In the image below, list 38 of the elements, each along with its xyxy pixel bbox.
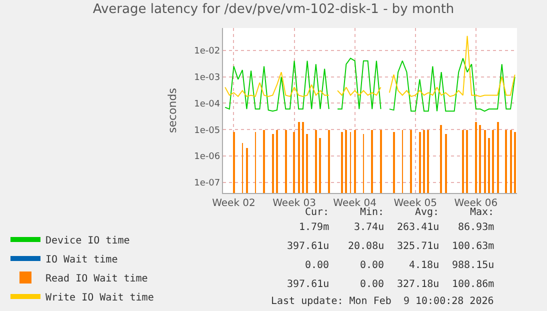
- text: 100.63m: [452, 241, 494, 252]
- text: 397.61u: [287, 241, 330, 252]
- text: 397.61u: [287, 279, 330, 290]
- text: 0.00: [360, 260, 384, 271]
- x-tick-label: Week 05: [394, 198, 438, 209]
- text: 327.18u: [397, 279, 440, 290]
- legend-label: IO Wait time: [45, 254, 118, 266]
- text: 4.18u: [409, 260, 440, 271]
- x-tick-label: Week 02: [212, 198, 256, 209]
- y-tick-label: 1e-03: [194, 72, 220, 83]
- legend-label: Device IO time: [45, 235, 130, 246]
- chart-title: Average latency for /dev/pve/vm-102-disk-1 - by month: [92, 2, 454, 18]
- text: Avg:: [415, 207, 440, 218]
- text: 0.00: [360, 279, 384, 290]
- text: 988.15u: [452, 260, 494, 271]
- y-tick-label: 1e-06: [194, 152, 220, 162]
- y-tick-label: 1e-02: [194, 46, 220, 56]
- x-tick-label: Week 06: [454, 198, 498, 209]
- text: Min:: [360, 207, 384, 218]
- y-axis-title: seconds: [166, 88, 179, 133]
- y-tick-label: 1e-07: [194, 178, 220, 189]
- text: 1.79m: [299, 222, 330, 233]
- text: 325.71u: [397, 241, 440, 252]
- x-tick-label: Week 03: [272, 198, 316, 209]
- x-tick-label: Week 04: [333, 198, 376, 209]
- y-tick-label: 1e-05: [194, 126, 220, 136]
- text: Cur:: [305, 207, 330, 218]
- legend-label: Write IO Wait time: [45, 292, 154, 304]
- text: 0.00: [305, 260, 330, 271]
- text: Last update: Mon Feb 9 10:00:28 2026: [271, 296, 494, 307]
- text: 100.86m: [452, 279, 494, 290]
- y-tick-label: 1e-04: [194, 99, 220, 110]
- legend-label: Read IO Wait time: [45, 273, 148, 284]
- text: 20.08u: [348, 241, 384, 252]
- text: Max:: [470, 207, 494, 218]
- text: 86.93m: [458, 222, 494, 233]
- text: 3.74u: [354, 222, 384, 233]
- text: 263.41u: [397, 222, 440, 233]
